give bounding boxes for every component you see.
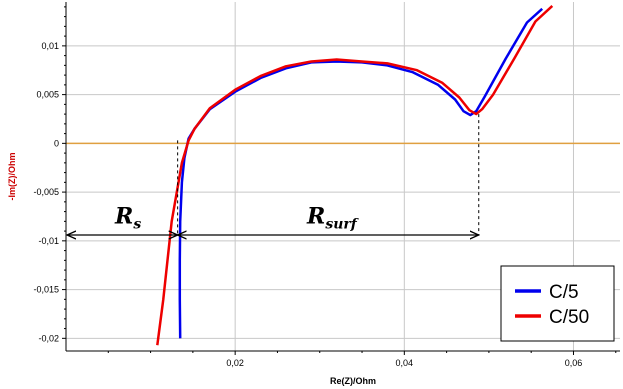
x-tick-label: 0,06 [565, 358, 583, 368]
axes: 0,02 0,04 0,06 0,01 0,005 0 -0,005 -0,01 -0,015 -… [33, 2, 620, 368]
legend-box [500, 265, 615, 342]
legend-label-c-5: C/5 [549, 282, 579, 303]
y-tick-label: 0,01 [41, 41, 59, 51]
annotation-main-letter: R [114, 203, 133, 229]
legend: C/5 C/50 [500, 265, 615, 342]
y-axis-label: -Im(Z)/Ohm [7, 153, 17, 201]
annotation-subscript: s [133, 216, 141, 232]
y-tick-label: -0,005 [33, 187, 59, 197]
annotation-subscript: surf [325, 216, 359, 232]
legend-label-c-50: C/50 [549, 307, 589, 328]
series-line-c-5 [178, 7, 544, 339]
x-tick-label: 0,04 [396, 358, 414, 368]
annotation-main-letter: R [306, 203, 325, 229]
x-axis-label: Re(Z)/Ohm [330, 376, 376, 386]
annotations: Rs Rsurf [67, 114, 479, 235]
y-tick-label: -0,01 [38, 236, 59, 246]
y-tick-label: 0 [54, 138, 59, 148]
y-tick-label: -0,015 [33, 285, 59, 295]
series-lines [156, 4, 554, 346]
series-line-c-50 [156, 4, 554, 346]
annotation-label-s: Rs [114, 203, 141, 232]
annotation-label-surf: Rsurf [306, 203, 360, 232]
y-tick-label: 0,005 [36, 90, 59, 100]
x-tick-label: 0,02 [226, 358, 244, 368]
y-tick-label: -0,02 [38, 333, 59, 343]
